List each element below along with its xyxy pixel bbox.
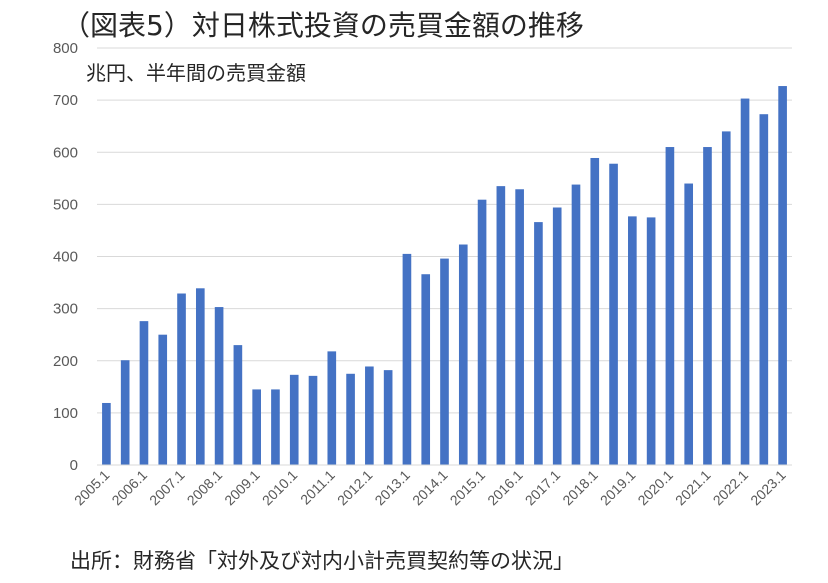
bar-2021.2 [721,131,731,465]
bar-2006.2 [158,334,168,465]
bar-2022.2 [759,114,769,465]
chart-title: （図表5）対日株式投資の売買金額の推移 [62,9,584,42]
bar-2007.2 [195,288,205,465]
x-tick-label: 2010.1 [259,467,301,509]
bar-2015.1 [477,199,487,465]
x-tick-label: 2013.1 [371,467,413,509]
x-tick-label: 2011.1 [297,467,338,508]
y-tick-label: 500 [53,196,78,213]
unit-label: 兆円、半年間の売買金額 [86,61,306,85]
bar-2011.1 [327,351,337,465]
x-axis-ticks: 2005.12006.12007.12008.12009.12010.12011… [71,467,789,509]
x-tick-label: 2014.1 [409,467,451,509]
bar-2021.1 [703,147,712,465]
bar-2020.1 [665,147,675,465]
y-tick-label: 200 [53,353,78,370]
y-axis-ticks: 0 100 200 300 400 500 600 700 800 [53,40,78,474]
bar-2006.1 [139,321,149,465]
bar-2012.1 [365,366,374,465]
x-tick-label: 2020.1 [634,467,676,509]
x-tick-label: 2023.1 [747,467,789,509]
bar-2014.1 [440,258,449,465]
bar-2008.2 [233,345,243,465]
x-tick-label: 2021.1 [672,467,714,509]
bar-2008.1 [214,307,224,465]
x-tick-label: 2006.1 [108,467,150,509]
bar-2012.2 [383,370,393,465]
bar-2009.1 [252,389,261,465]
bar-2013.1 [402,253,412,465]
x-tick-label: 2009.1 [221,467,263,509]
y-tick-label: 800 [53,40,78,57]
bar-2023.1 [778,86,787,466]
source-note: 出所：財務省「対外及び対内小計売買契約等の状況」 [70,549,574,573]
bar-2016.2 [534,222,543,465]
bar-2011.2 [346,373,355,465]
x-tick-label: 2012.1 [334,467,376,509]
bar-2017.1 [552,207,562,465]
bar-2013.2 [421,274,431,465]
y-tick-label: 400 [53,249,78,266]
bar-2019.1 [628,216,637,465]
bar-2016.1 [515,189,524,466]
y-tick-label: 100 [53,405,78,422]
bar-2014.2 [458,244,468,465]
x-tick-label: 2022.1 [710,467,752,509]
x-tick-label: 2019.1 [597,467,639,509]
bar-2007.1 [177,293,186,465]
bar-2018.1 [590,157,600,465]
y-tick-label: 0 [70,457,78,474]
bar-2020.2 [684,183,694,465]
x-tick-label: 2016.1 [484,467,526,509]
y-tick-label: 700 [53,92,78,109]
x-tick-label: 2008.1 [184,467,226,509]
bars [102,86,787,466]
x-tick-label: 2015.1 [447,467,489,509]
bar-2010.1 [289,374,299,465]
bar-2010.2 [308,375,318,465]
bar-2019.2 [646,217,656,465]
bar-2018.2 [609,163,618,465]
x-tick-label: 2007.1 [146,467,188,509]
bar-2009.2 [271,389,280,465]
bar-2017.2 [571,184,581,465]
x-tick-label: 2018.1 [559,467,601,509]
x-tick-label: 2017.1 [522,467,564,509]
bar-2015.2 [496,186,506,465]
bar-2005.1 [102,402,111,465]
y-tick-label: 600 [53,144,78,161]
y-tick-label: 300 [53,301,78,318]
bar-2005.2 [120,360,130,465]
bar-2022.1 [740,98,750,465]
